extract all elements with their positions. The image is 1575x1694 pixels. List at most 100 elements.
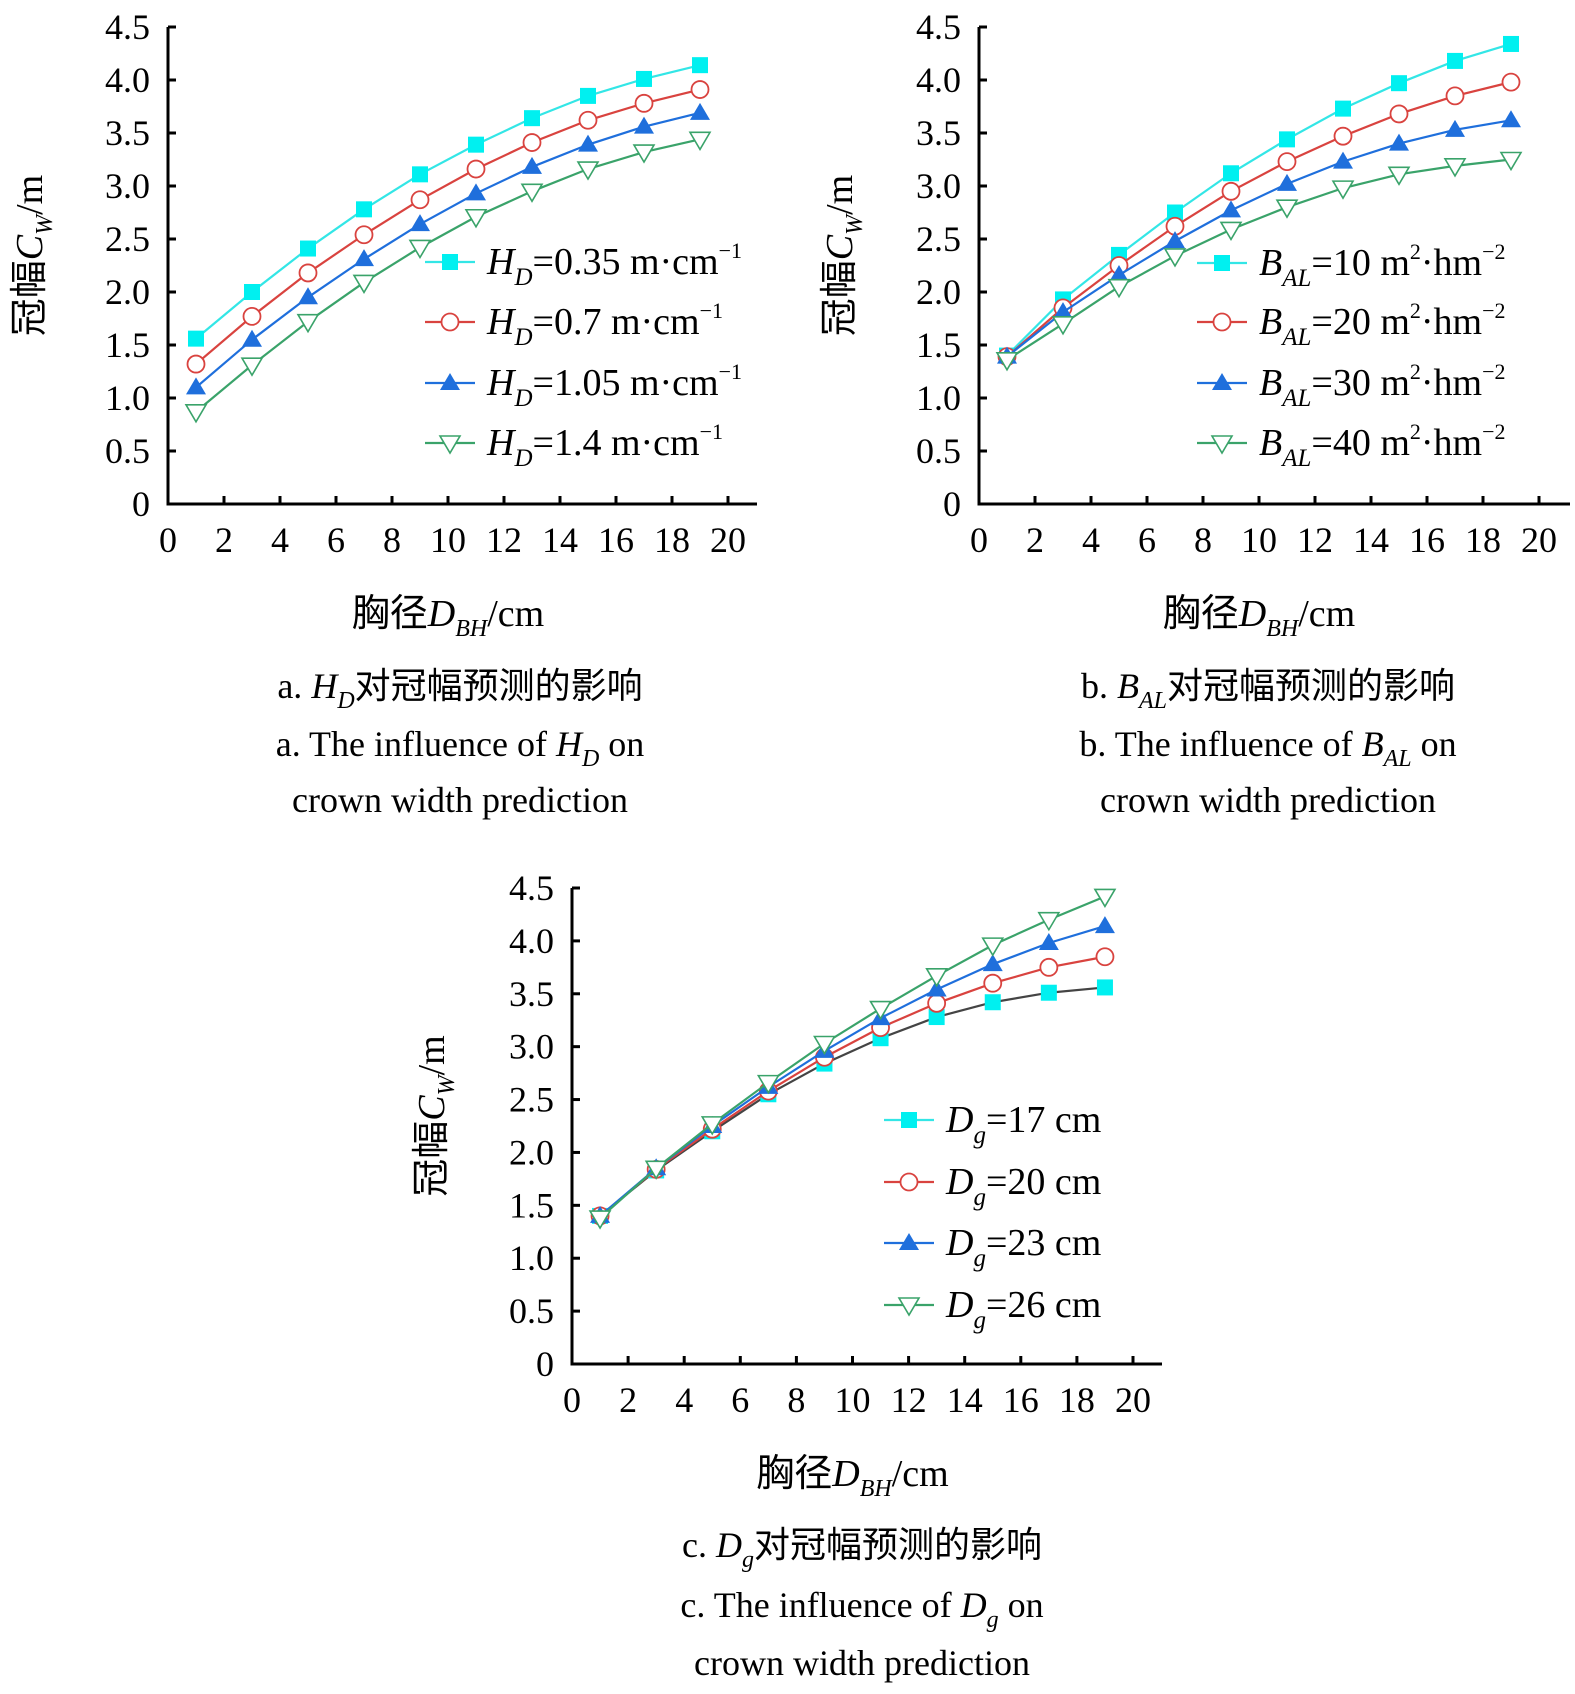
data-point [1335,100,1351,117]
legend-label: HD=1.4 m·cm−1 [486,419,723,472]
series-line [1006,119,1512,358]
x-tick-label: 10 [430,520,466,560]
x-tick-label: 18 [1465,520,1501,560]
data-point [354,225,374,245]
x-tick-label: 18 [654,520,690,560]
data-point [1277,173,1297,191]
data-point [1501,110,1521,128]
legend-item: BAL=10 m2·hm−2 [1197,239,1506,292]
y-tick-label: 2.5 [509,1080,554,1120]
data-point [412,166,428,183]
x-tick-label: 8 [1194,520,1212,560]
data-point [700,1116,724,1136]
data-point [298,287,318,305]
x-tick-label: 0 [970,520,988,560]
data-point [352,274,376,295]
legend-marker-icon [1212,373,1232,390]
legend-item: HD=1.4 m·cm−1 [425,419,723,472]
data-point [244,284,260,300]
data-point [1093,888,1117,909]
series-line [195,88,701,365]
x-tick-label: 8 [383,520,401,560]
chart-b: 00.51.01.52.02.53.03.54.04.50 2 4 6 8 10 12 14 1… [819,7,1570,820]
data-point [298,263,318,283]
series-line [1006,158,1512,361]
data-point [688,131,712,151]
x-tick-label: 12 [891,1380,927,1420]
data-point [240,357,264,377]
data-point [690,102,710,120]
x-tick-label: 16 [1409,520,1445,560]
x-tick-label: 10 [1241,520,1277,560]
legend-marker-icon [897,1297,921,1317]
y-tick-label: 1.5 [509,1185,554,1225]
y-tick-label: 4.5 [509,868,554,908]
legend-item: HD=0.7 m·cm−1 [425,298,723,351]
y-tick-label: 1.5 [916,325,961,365]
data-point [756,1074,780,1095]
data-point [927,993,947,1013]
legend-label: Dg=17 cm [945,1099,1101,1149]
data-point [1221,200,1241,218]
y-axis-title: 冠幅CW/m [411,1035,460,1197]
data-point [1219,221,1243,242]
data-point [983,973,1003,993]
data-point [1053,302,1073,320]
y-tick-label: 2.5 [105,219,150,259]
legend-marker-icon [1214,255,1230,271]
data-point [1038,933,1059,951]
data-point [690,80,710,99]
data-point [242,329,262,347]
legend-item: BAL=40 m2·hm−2 [1197,419,1506,472]
data-point [1391,75,1407,92]
caption-en-line2: crown width prediction [292,780,628,820]
caption-cn: c. Dg对冠幅预测的影响 [682,1525,1042,1573]
data-point [928,1009,945,1026]
legend-item: HD=1.05 m·cm−1 [425,359,742,412]
legend-marker-icon [438,435,462,455]
legend: Dg=17 cm Dg=20 cm Dg=23 cm Dg=26 cm [884,1099,1101,1334]
x-tick-label: 2 [619,1380,637,1420]
y-tick-label: 4.0 [509,921,554,961]
legend-item: Dg=23 cm [884,1222,1101,1272]
y-tick-label: 1.0 [105,378,150,418]
y-tick-label: 3.5 [916,113,961,153]
y-tick-label: 1.5 [105,325,150,365]
data-point [1165,231,1185,249]
legend-marker-icon [899,1172,919,1192]
data-point [644,1160,668,1180]
x-tick-label: 16 [598,520,634,560]
y-tick-label: 3.0 [916,166,961,206]
caption-en: a. The influence of HD on [276,724,645,772]
caption-en-line2: crown width prediction [1100,780,1436,820]
data-point [984,994,1001,1011]
series-3 [588,888,1117,1230]
y-tick-label: 3.5 [509,974,554,1014]
x-tick-label: 8 [787,1380,805,1420]
data-point [578,110,598,130]
series-line [599,955,1106,1217]
data-point [300,240,316,257]
data-point [1447,52,1463,69]
data-point [1389,133,1409,151]
legend-marker-icon [899,1233,919,1250]
data-point [242,306,262,326]
data-point [520,183,544,203]
y-tick-label: 0.5 [916,431,961,471]
x-tick-label: 10 [835,1380,871,1420]
series-line [195,64,701,340]
x-tick-label: 4 [271,520,289,560]
legend-item: Dg=26 cm [884,1284,1101,1334]
y-tick-label: 2.0 [916,272,961,312]
y-tick-label: 0 [536,1344,554,1384]
data-point [1333,151,1353,169]
legend-marker-icon [440,312,460,332]
chart-c: 00.51.01.52.02.53.03.54.04.50 2 4 6 8 10 12 14 1… [411,868,1162,1683]
data-point [522,156,542,174]
data-point [466,159,486,179]
data-point [1096,979,1113,996]
data-point [1275,199,1299,219]
y-tick-label: 0 [132,484,150,524]
data-point [468,136,484,153]
